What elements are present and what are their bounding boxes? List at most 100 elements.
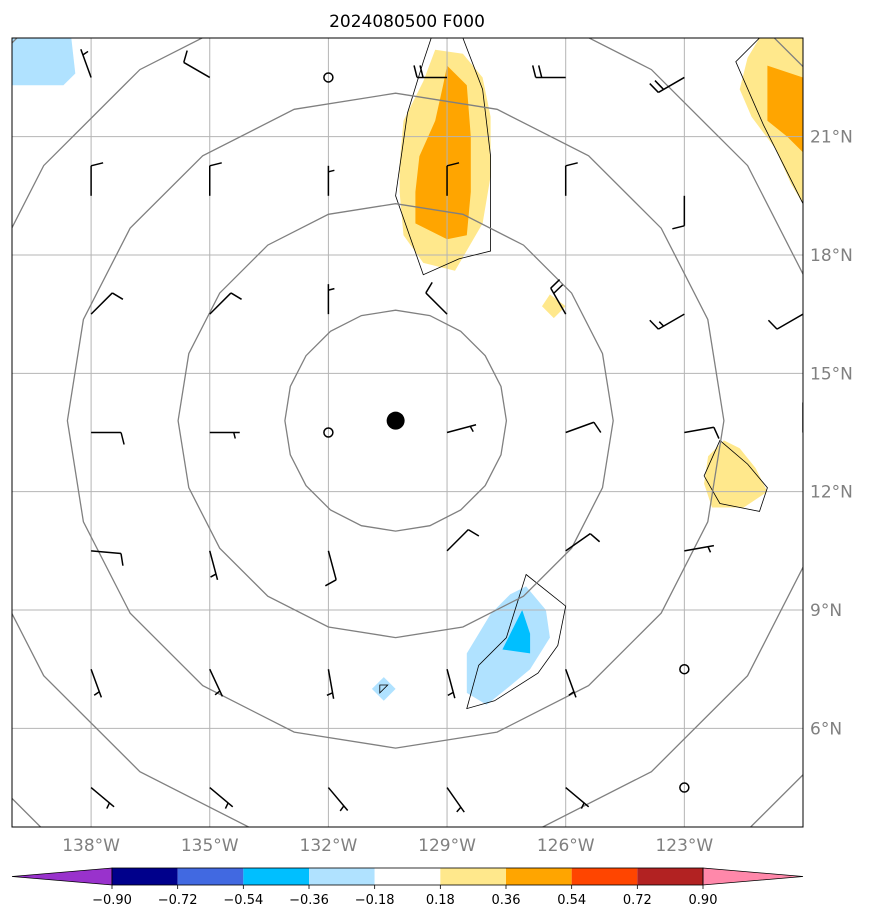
lat-label-1: 18°N xyxy=(810,246,853,266)
colorbar-segment-8 xyxy=(637,868,703,885)
wind-barbs xyxy=(80,49,803,813)
colorbar-label-5: 0.18 xyxy=(426,893,455,908)
colorbar-segment-3 xyxy=(309,868,375,885)
wind-barb-28 xyxy=(324,550,337,587)
range-ring-3 xyxy=(12,38,803,827)
latitude-labels: 21°N 18°N 15°N 12°N 9°N 6°N xyxy=(810,128,853,740)
colorbar-label-0: −0.90 xyxy=(92,893,132,908)
colorbar-segment-4 xyxy=(374,868,441,885)
wind-barb-26 xyxy=(91,550,124,566)
wind-barb-22 xyxy=(446,424,477,434)
wind-barb-8 xyxy=(327,165,335,196)
lon-label-5: 123°W xyxy=(655,836,713,856)
wind-barb-37 xyxy=(679,663,690,675)
longitude-labels: 138°W 135°W 132°W 129°W 126°W 123°W xyxy=(62,836,713,856)
wind-barb-3 xyxy=(413,65,448,79)
wind-barb-39 xyxy=(209,786,234,809)
lat-label-2: 15°N xyxy=(810,364,853,384)
wind-barb-36 xyxy=(564,668,577,698)
wind-barb-15 xyxy=(425,281,448,315)
filled-region-6 xyxy=(704,440,768,508)
wind-barb-13 xyxy=(209,292,242,315)
filled-region-0 xyxy=(12,38,76,86)
wind-barb-34 xyxy=(326,669,335,699)
wind-barb-12 xyxy=(90,292,124,315)
range-ring-1 xyxy=(177,203,614,639)
wind-barb-7 xyxy=(209,162,222,196)
storm-center-marker xyxy=(386,411,405,430)
filled-region-5 xyxy=(542,294,566,319)
contour-outline-3 xyxy=(466,573,567,710)
colorbar-segment-0 xyxy=(112,868,178,885)
range-ring-0 xyxy=(284,309,508,532)
contour-outline-4 xyxy=(379,684,389,694)
colorbar-label-4: −0.18 xyxy=(355,893,395,908)
wind-barb-30 xyxy=(565,533,601,552)
colorbar-extend-low xyxy=(11,867,113,886)
filled-region-2 xyxy=(415,65,471,240)
lon-label-4: 126°W xyxy=(537,836,595,856)
colorbar-label-9: 0.90 xyxy=(689,893,718,908)
wind-barb-24 xyxy=(684,426,720,439)
wind-barb-6 xyxy=(90,162,104,196)
range-ring-2 xyxy=(66,92,725,749)
wind-barb-21 xyxy=(323,427,334,438)
filled-region-8 xyxy=(502,610,531,654)
wind-barb-31 xyxy=(684,544,715,553)
wind-barb-35 xyxy=(446,669,456,699)
colorbar-segment-5 xyxy=(440,868,506,885)
colorbar-label-3: −0.36 xyxy=(289,893,329,908)
contour-outline-2 xyxy=(703,439,768,512)
colorbar-label-8: 0.72 xyxy=(623,893,652,908)
wind-barb-14 xyxy=(327,284,335,315)
wind-barb-32 xyxy=(90,668,103,698)
colorbar-label-7: 0.54 xyxy=(557,893,586,908)
colorbar-label-1: −0.72 xyxy=(158,893,198,908)
wind-barb-27 xyxy=(209,550,219,581)
colorbar-segment-7 xyxy=(571,868,638,885)
wind-barb-9 xyxy=(446,162,460,196)
wind-barb-11 xyxy=(672,195,686,230)
wind-barb-40 xyxy=(327,787,349,812)
wind-barb-10 xyxy=(564,162,578,196)
wind-barb-25 xyxy=(802,401,803,433)
colorbar-segment-6 xyxy=(506,868,572,885)
colorbar-label-2: −0.54 xyxy=(223,893,263,908)
wind-barb-41 xyxy=(446,787,465,813)
colorbar-extend-high xyxy=(702,867,804,886)
wind-barb-4 xyxy=(531,65,566,79)
lon-label-0: 138°W xyxy=(62,836,120,856)
lon-label-3: 129°W xyxy=(418,836,476,856)
colorbar-label-6: 0.36 xyxy=(492,893,521,908)
chart-title: 2024080500 F000 xyxy=(329,12,485,32)
lat-label-5: 6°N xyxy=(810,719,842,739)
wind-barb-2 xyxy=(323,72,334,83)
lon-label-2: 132°W xyxy=(300,836,358,856)
wind-barb-43 xyxy=(679,782,690,793)
wind-barb-23 xyxy=(565,421,602,434)
lat-label-0: 21°N xyxy=(810,128,853,148)
wind-barb-20 xyxy=(209,431,240,439)
colorbar-frame xyxy=(111,867,704,886)
wind-barb-16 xyxy=(550,279,567,315)
map-frame xyxy=(11,37,804,828)
wind-barb-18 xyxy=(767,313,803,330)
wind-barb-38 xyxy=(90,786,115,809)
lat-label-3: 12°N xyxy=(810,483,853,503)
colorbar-segment-1 xyxy=(177,868,244,885)
wind-barb-29 xyxy=(446,528,480,552)
wind-barb-1 xyxy=(183,50,211,79)
wind-barb-42 xyxy=(565,786,590,809)
lon-label-1: 135°W xyxy=(181,836,239,856)
filled-region-4 xyxy=(767,65,803,153)
lat-label-4: 9°N xyxy=(810,601,842,621)
wind-barb-17 xyxy=(649,313,685,330)
colorbar-segment-2 xyxy=(243,868,309,885)
wind-barb-0 xyxy=(80,49,92,78)
contour-outline-1 xyxy=(735,38,803,204)
wind-barb-33 xyxy=(209,668,224,697)
wind-barb-19 xyxy=(91,431,125,445)
colorbar: −0.90 −0.72 −0.54 −0.36 −0.18 0.18 0.36 0.54 0.7… xyxy=(11,867,804,908)
